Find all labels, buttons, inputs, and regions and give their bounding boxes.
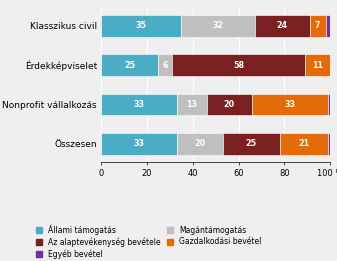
Bar [326, 15, 330, 37]
Bar [255, 15, 310, 37]
Text: 6: 6 [162, 61, 168, 70]
Bar [222, 133, 280, 155]
Text: 20: 20 [224, 100, 235, 109]
Bar [280, 133, 328, 155]
Bar [177, 133, 222, 155]
Text: 24: 24 [277, 21, 288, 30]
Text: 7: 7 [315, 21, 320, 30]
Text: 33: 33 [133, 100, 145, 109]
Text: 20: 20 [194, 139, 205, 149]
Bar [101, 15, 181, 37]
Legend: Állami támogatás, Az alaptevékenység bevétele, Egyéb bevétel, Magántámogatás, Ga: Állami támogatás, Az alaptevékenység bev… [36, 224, 262, 259]
Bar [181, 15, 255, 37]
Bar [101, 94, 177, 115]
Text: 25: 25 [246, 139, 257, 149]
Bar [101, 54, 158, 76]
Bar [177, 94, 207, 115]
Text: 21: 21 [298, 139, 309, 149]
Bar [172, 54, 305, 76]
Bar [328, 133, 330, 155]
Bar [305, 54, 330, 76]
Text: 33: 33 [285, 100, 296, 109]
Text: 11: 11 [312, 61, 323, 70]
Bar [310, 15, 326, 37]
Text: 58: 58 [233, 61, 244, 70]
Text: 13: 13 [186, 100, 197, 109]
Bar [101, 133, 177, 155]
Text: 35: 35 [136, 21, 147, 30]
Bar [328, 94, 330, 115]
Text: 25: 25 [124, 61, 135, 70]
Text: 32: 32 [212, 21, 223, 30]
Text: 33: 33 [133, 139, 145, 149]
Bar [158, 54, 172, 76]
Bar [207, 94, 252, 115]
Bar [252, 94, 328, 115]
